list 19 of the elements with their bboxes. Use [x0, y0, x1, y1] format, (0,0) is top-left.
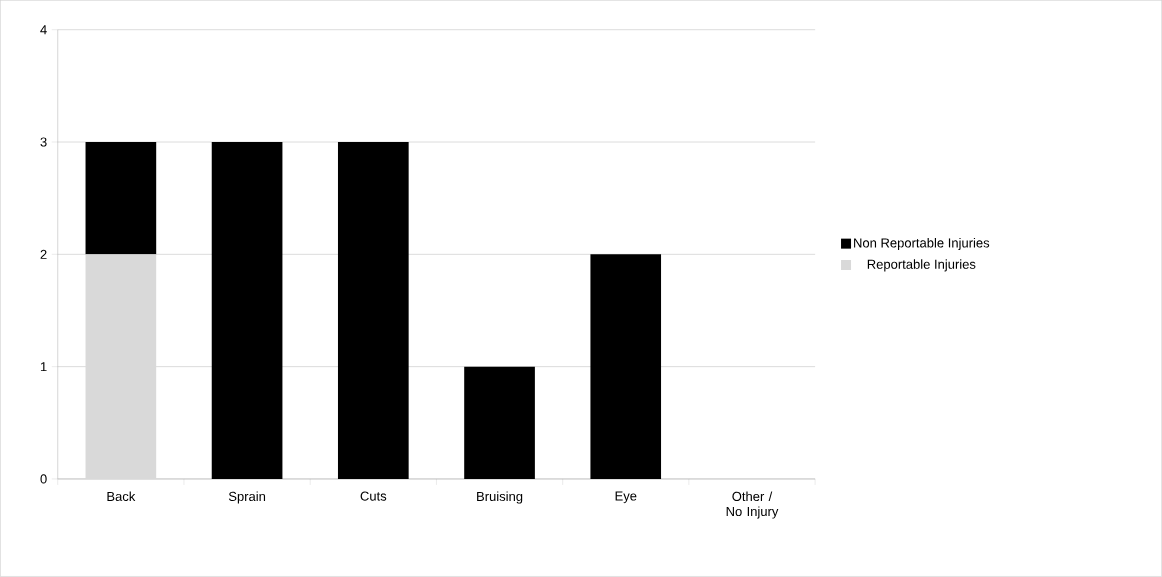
legend-label: Non Reportable Injuries	[854, 238, 990, 251]
y-tick-label: 4	[40, 25, 47, 35]
x-tick-label: Cuts	[360, 491, 387, 501]
legend-label: Reportable Injuries	[867, 259, 976, 272]
x-tick-label: Back	[107, 491, 136, 502]
bar	[211, 142, 283, 480]
bar	[337, 142, 409, 480]
y-tick-label: 1	[40, 362, 47, 372]
x-tick-label: Other / No Injury	[726, 491, 779, 519]
x-tick-label: Sprain	[228, 491, 266, 504]
x-tick-label: Eye	[615, 491, 637, 504]
bar	[590, 254, 662, 480]
y-tick-label: 0	[40, 474, 47, 484]
y-tick-label: 3	[40, 137, 47, 147]
bar	[464, 366, 535, 480]
bar	[85, 142, 157, 255]
bar	[85, 254, 157, 480]
x-tick-label: Bruising	[477, 491, 523, 504]
y-tick-label: 2	[40, 249, 47, 260]
